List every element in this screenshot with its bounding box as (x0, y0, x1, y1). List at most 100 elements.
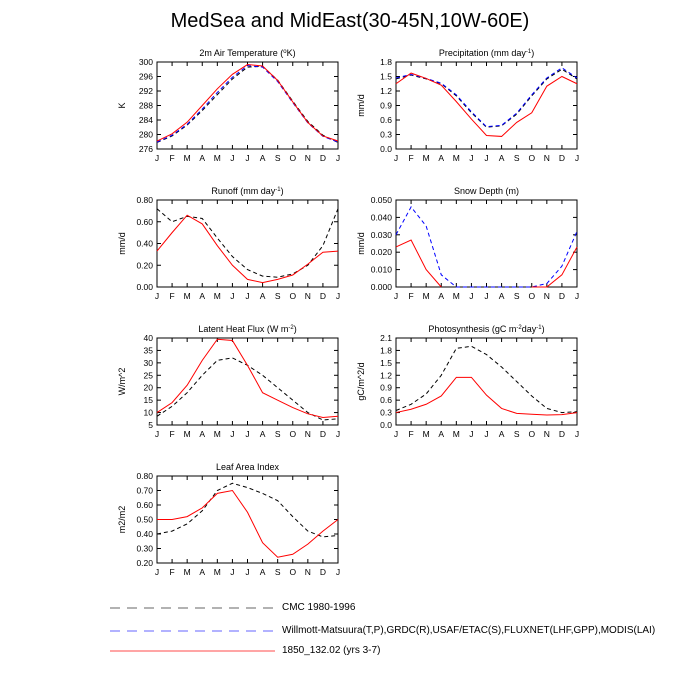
x-tick-label: J (469, 153, 473, 163)
x-tick-label: M (453, 429, 460, 439)
y-tick-label: 2.1 (380, 333, 392, 343)
x-tick-label: N (305, 567, 311, 577)
x-tick-label: J (155, 153, 159, 163)
series-line-obs (395, 67, 578, 128)
x-tick-label: J (155, 291, 159, 301)
panel-frame (395, 199, 578, 288)
x-tick-label: N (305, 291, 311, 301)
x-tick-label: M (214, 291, 221, 301)
x-tick-label: A (260, 291, 266, 301)
x-tick-label: M (184, 291, 191, 301)
x-tick-label: N (544, 291, 550, 301)
x-tick-label: J (245, 153, 249, 163)
panel-temp: 2m Air Temperature (oK) K 276 280 284 288 292 2… (117, 48, 340, 163)
y-tick-label: 25 (144, 370, 154, 380)
legend-label-cmc: CMC 1980-1996 (282, 602, 356, 613)
panel-snow: Snow Depth (m) mm/d 0.000 0.010 0.020 0.030 0.… (356, 186, 579, 301)
x-tick-label: O (289, 153, 296, 163)
series-line-model (531, 246, 578, 288)
y-tick-label: 292 (139, 86, 153, 96)
y-tick-label: 0.0 (380, 420, 392, 430)
x-tick-label: S (514, 153, 520, 163)
x-tick-label: O (528, 291, 535, 301)
x-tick-label: J (394, 153, 398, 163)
panel-gpp: Photosynthesis (gC m-2day-1) gC/m^2/d 0.0 0… (356, 324, 579, 439)
x-tick-label: S (275, 567, 281, 577)
x-tick-label: F (169, 429, 174, 439)
x-tick-label: J (155, 567, 159, 577)
x-tick-label: D (320, 291, 326, 301)
x-tick-label: M (423, 291, 430, 301)
panel-frame (395, 337, 578, 426)
x-tick-label: N (305, 153, 311, 163)
y-tick-label: 0.3 (380, 130, 392, 140)
legend-swatch-model (110, 650, 275, 652)
y-tick-label: 0.040 (371, 212, 393, 222)
panel-title: Snow Depth (m) (454, 186, 519, 196)
x-tick-label: J (230, 291, 234, 301)
panel-frame (156, 199, 339, 288)
y-axis-label: mm/d (117, 232, 127, 255)
x-tick-label: D (559, 153, 565, 163)
x-tick-label: F (408, 429, 413, 439)
x-tick-label: F (169, 291, 174, 301)
y-tick-label: 0.020 (371, 247, 393, 257)
y-tick-label: 20 (144, 383, 154, 393)
y-tick-label: 30 (144, 358, 154, 368)
x-tick-label: J (469, 429, 473, 439)
x-tick-label: J (245, 429, 249, 439)
y-tick-label: 15 (144, 395, 154, 405)
panel-title: Precipitation (mm day-1) (439, 48, 534, 58)
x-tick-label: J (336, 291, 340, 301)
series-line-cmc (395, 68, 578, 128)
panel-lhf: Latent Heat Flux (W m-2) W/m^2 5 10 15 20 25 30… (117, 324, 340, 439)
x-tick-label: J (230, 567, 234, 577)
series-line-cmc (395, 345, 578, 414)
x-tick-label: F (408, 153, 413, 163)
y-tick-label: 0.20 (136, 260, 153, 270)
x-tick-label: J (336, 153, 340, 163)
x-tick-label: J (394, 291, 398, 301)
y-tick-label: 300 (139, 57, 153, 67)
x-tick-label: O (289, 429, 296, 439)
x-tick-label: O (289, 567, 296, 577)
y-tick-label: 284 (139, 115, 153, 125)
x-tick-label: M (184, 567, 191, 577)
series-line-model (156, 214, 339, 284)
y-tick-label: 276 (139, 144, 153, 154)
panel-title: 2m Air Temperature (oK) (199, 48, 295, 58)
x-tick-label: N (544, 153, 550, 163)
x-tick-label: J (484, 429, 488, 439)
x-tick-label: D (320, 429, 326, 439)
x-tick-label: J (245, 567, 249, 577)
series-line-cmc (156, 482, 339, 538)
legend-label-obs: Willmott-Matsuura(T,P),GRDC(R),USAF/ETAC… (282, 625, 656, 636)
x-tick-label: J (469, 291, 473, 301)
y-tick-label: 0.40 (136, 529, 153, 539)
x-tick-label: F (408, 291, 413, 301)
x-tick-label: M (214, 567, 221, 577)
y-tick-label: 0.60 (136, 500, 153, 510)
x-tick-label: S (514, 291, 520, 301)
series-line-cmc (156, 65, 339, 143)
x-tick-label: M (214, 429, 221, 439)
x-tick-label: M (184, 429, 191, 439)
y-tick-label: 0.010 (371, 265, 393, 275)
y-tick-label: 1.8 (380, 345, 392, 355)
x-tick-label: J (155, 429, 159, 439)
y-tick-label: 0.9 (380, 383, 392, 393)
x-tick-label: J (575, 153, 579, 163)
y-tick-label: 280 (139, 130, 153, 140)
x-tick-label: D (559, 429, 565, 439)
y-tick-label: 0.70 (136, 486, 153, 496)
series-line-model (156, 338, 339, 419)
y-tick-label: 0.050 (371, 195, 393, 205)
x-tick-label: D (320, 153, 326, 163)
legend-swatch-cmc (110, 607, 275, 609)
x-tick-label: M (423, 429, 430, 439)
x-tick-label: A (499, 429, 505, 439)
panel-title: Photosynthesis (gC m-2day-1) (428, 324, 544, 334)
x-tick-label: N (544, 429, 550, 439)
y-axis-label: W/m^2 (117, 368, 127, 396)
